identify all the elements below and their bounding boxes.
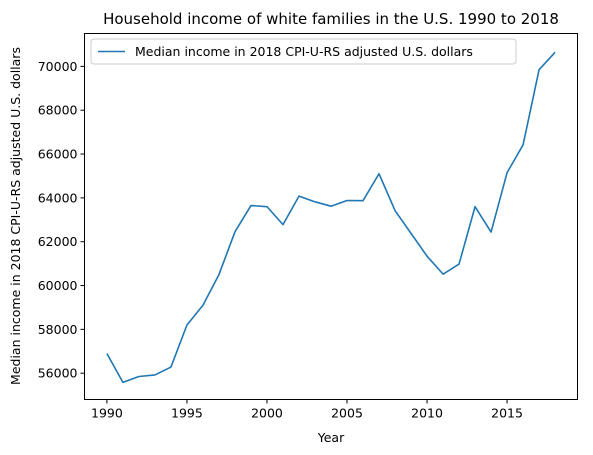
legend-label: Median income in 2018 CPI-U-RS adjusted … [135, 44, 473, 59]
y-tick-label: 64000 [38, 190, 78, 205]
x-axis-label: Year [317, 430, 345, 445]
x-axis: 1990 1995 2000 2005 2010 2015 [91, 399, 523, 421]
chart-title: Household income of white families in th… [103, 10, 559, 28]
series-layer [106, 51, 556, 384]
legend: Median income in 2018 CPI-U-RS adjusted … [90, 38, 517, 65]
plot-frame [84, 33, 578, 400]
y-axis-label: Median income in 2018 CPI-U-RS adjusted … [8, 47, 23, 385]
y-tick-label: 66000 [38, 147, 78, 162]
y-axis: 56000 58000 60000 62000 64000 66000 68000 70000 [38, 59, 85, 381]
y-tick-label: 58000 [38, 322, 78, 337]
y-tick-label: 60000 [38, 278, 78, 293]
x-tick-label: 1990 [91, 406, 123, 421]
y-tick-label: 70000 [38, 59, 78, 74]
x-tick-label: 2005 [331, 406, 363, 421]
legend-box [90, 38, 517, 65]
x-tick-label: 1995 [171, 406, 203, 421]
x-tick-label: 2010 [411, 406, 443, 421]
y-tick-label: 56000 [38, 366, 78, 381]
x-tick-label: 2000 [251, 406, 283, 421]
y-tick-label: 68000 [38, 103, 78, 118]
x-tick-label: 2015 [491, 406, 523, 421]
y-tick-label: 62000 [38, 234, 78, 249]
series-line [106, 51, 556, 384]
